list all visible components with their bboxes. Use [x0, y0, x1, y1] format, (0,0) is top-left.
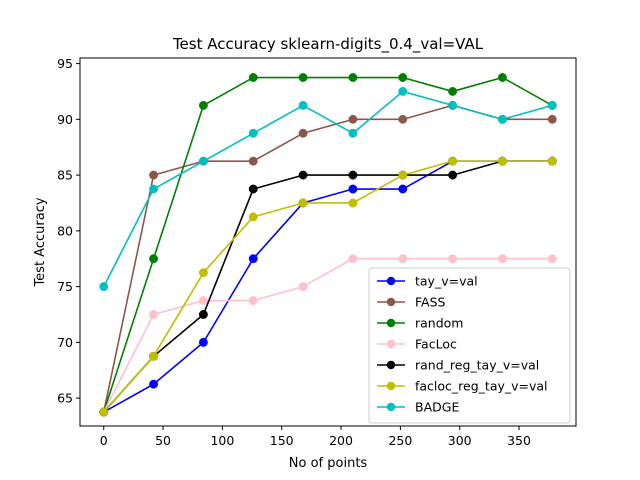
data-point — [248, 254, 258, 264]
data-point — [298, 198, 308, 208]
data-point — [248, 296, 258, 305]
y-tick-label: 70 — [57, 335, 73, 350]
legend-label: facloc_reg_tay_v=val — [415, 379, 548, 394]
x-tick-label: 100 — [210, 433, 234, 448]
data-point — [547, 114, 557, 124]
y-tick-label: 75 — [57, 279, 73, 294]
series-line — [103, 160, 553, 413]
data-point — [348, 254, 358, 264]
data-point — [547, 156, 557, 166]
legend-marker — [386, 360, 396, 370]
series-facloc_reg_tay_v=val — [99, 156, 557, 417]
data-point — [398, 87, 408, 96]
legend-marker — [386, 402, 396, 412]
y-tick-label: 85 — [57, 168, 73, 183]
data-point — [198, 337, 208, 347]
legend-box — [368, 267, 571, 424]
data-point — [348, 198, 358, 208]
data-point — [298, 100, 308, 110]
legend: tay_v=val FASS random FacLoc rand_reg_tay_v=… — [368, 267, 571, 424]
data-point — [248, 73, 258, 82]
y-tick-label: 65 — [57, 391, 73, 406]
legend-label: tay_v=val — [415, 274, 478, 289]
legend-label: FASS — [415, 295, 446, 310]
data-point — [248, 212, 258, 222]
data-point — [348, 170, 358, 180]
x-tick-label: 250 — [388, 433, 412, 448]
legend-marker — [386, 339, 396, 349]
chart-title: Test Accuracy sklearn-digits_0.4_val=VAL — [172, 35, 484, 54]
legend-label: rand_reg_tay_v=val — [415, 358, 539, 373]
data-point — [398, 73, 408, 82]
legend-marker — [386, 318, 396, 328]
data-point — [298, 128, 308, 138]
data-point — [398, 254, 408, 264]
series-BADGE — [99, 87, 557, 292]
y-tick-label: 90 — [57, 112, 73, 127]
plot-area: 0 50 100 150 200 250 300 350 65 70 75 80 85 90 95 — [57, 56, 577, 448]
data-point — [547, 254, 557, 264]
data-point — [248, 128, 258, 138]
data-point — [99, 407, 109, 417]
data-point — [448, 170, 458, 180]
data-point — [198, 296, 208, 305]
legend-label: FacLoc — [415, 337, 457, 352]
data-point — [298, 170, 308, 180]
data-point — [348, 128, 358, 138]
x-tick-label: 300 — [448, 433, 472, 448]
data-point — [398, 114, 408, 124]
legend-marker — [386, 381, 396, 391]
series-line — [103, 160, 553, 413]
data-point — [149, 170, 159, 180]
data-point — [348, 114, 358, 124]
data-point — [298, 73, 308, 82]
x-tick-label: 200 — [329, 433, 353, 448]
data-point — [497, 156, 507, 166]
y-tick-label: 95 — [57, 56, 73, 71]
data-point — [149, 184, 159, 194]
data-point — [298, 282, 308, 292]
data-point — [398, 184, 408, 194]
legend-label: random — [415, 316, 463, 331]
y-tick-label: 80 — [57, 223, 73, 238]
data-point — [448, 254, 458, 264]
data-point — [248, 184, 258, 194]
legend-marker — [386, 297, 396, 307]
data-point — [448, 156, 458, 166]
x-tick-label: 350 — [507, 433, 531, 448]
legend-label: BADGE — [415, 400, 459, 415]
data-point — [448, 87, 458, 96]
data-point — [149, 379, 159, 389]
data-point — [149, 254, 159, 264]
data-point — [198, 100, 208, 110]
x-tick-label: 150 — [270, 433, 294, 448]
data-point — [198, 310, 208, 319]
data-point — [448, 100, 458, 110]
y-axis-label: Test Accuracy — [33, 197, 48, 287]
x-tick-label: 0 — [100, 433, 108, 448]
axes-frame — [79, 57, 577, 427]
data-point — [497, 114, 507, 124]
data-point — [149, 351, 159, 361]
data-point — [198, 268, 208, 278]
series-line — [103, 90, 553, 287]
series-line — [102, 76, 553, 413]
series-line — [103, 257, 553, 413]
data-point — [149, 310, 159, 319]
data-point — [398, 170, 408, 180]
data-point — [497, 254, 507, 264]
legend-marker — [386, 276, 396, 286]
x-tick-label: 50 — [155, 433, 171, 448]
data-point — [198, 156, 208, 166]
data-point — [547, 100, 557, 110]
data-point — [348, 73, 358, 82]
data-point — [497, 73, 507, 82]
data-point — [99, 282, 109, 292]
data-point — [248, 156, 258, 166]
data-point — [348, 184, 358, 194]
x-axis-label: No of points — [289, 456, 368, 471]
